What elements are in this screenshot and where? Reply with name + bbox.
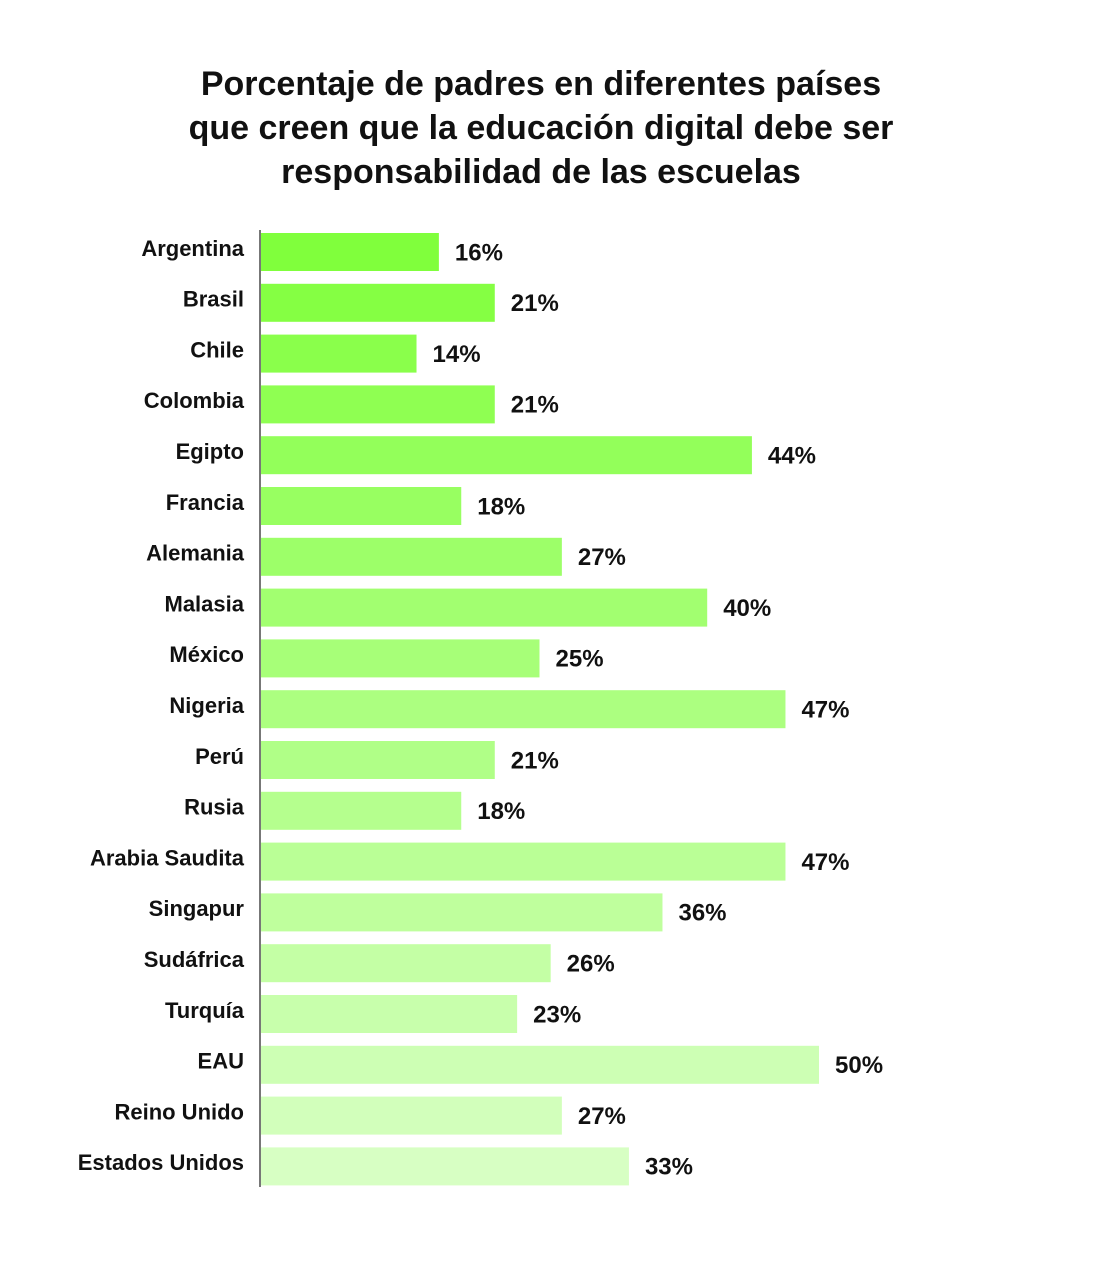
value-label: 23% [533, 1001, 581, 1028]
value-label: 21% [511, 290, 559, 317]
value-label: 18% [477, 493, 525, 520]
value-label: 18% [477, 798, 525, 825]
value-label: 47% [801, 849, 849, 876]
value-label: 40% [723, 595, 771, 622]
category-label: Turquía [165, 998, 245, 1023]
bar [260, 741, 495, 779]
value-label: 21% [511, 747, 559, 774]
value-label: 27% [578, 544, 626, 571]
chart-title: que creen que la educación digital debe … [189, 109, 894, 147]
bar [260, 233, 439, 271]
category-label: Colombia [144, 388, 245, 413]
value-label: 44% [768, 443, 816, 470]
category-label: Rusia [184, 795, 245, 820]
category-label: Brasil [183, 287, 244, 312]
value-label: 25% [556, 646, 604, 673]
value-label: 16% [455, 239, 503, 266]
category-label: Malasia [165, 591, 245, 616]
bar [260, 436, 752, 475]
bar [260, 537, 562, 576]
category-label: Chile [190, 337, 244, 362]
category-label: Reino Unido [114, 1099, 244, 1124]
bar [260, 791, 462, 830]
category-label: Egipto [176, 439, 244, 464]
value-label: 50% [835, 1052, 883, 1079]
bar [260, 842, 786, 881]
value-label: 36% [678, 900, 726, 927]
category-label: EAU [198, 1049, 244, 1074]
bar [260, 1045, 819, 1084]
bar [260, 588, 708, 627]
value-label: 21% [511, 392, 559, 419]
bar [260, 893, 663, 932]
category-label: Sudáfrica [144, 947, 245, 972]
bar [260, 639, 540, 678]
value-label: 27% [578, 1103, 626, 1130]
bar [260, 283, 495, 322]
chart-title: Porcentaje de padres en diferentes paíse… [201, 65, 881, 103]
value-label: 26% [567, 951, 615, 978]
bar [260, 690, 786, 729]
category-label: Arabia Saudita [90, 845, 245, 870]
bar [260, 995, 518, 1033]
category-label: Nigeria [169, 693, 244, 718]
category-label: Perú [195, 744, 244, 769]
value-label: 47% [801, 697, 849, 724]
bar [260, 334, 417, 373]
bar [260, 944, 551, 983]
category-label: México [169, 642, 244, 667]
category-label: Alemania [146, 541, 245, 566]
chart-title: responsabilidad de las escuelas [281, 153, 801, 191]
category-label: Singapur [149, 896, 245, 921]
category-label: Estados Unidos [78, 1150, 244, 1175]
category-label: Argentina [141, 236, 244, 261]
bar [260, 1147, 629, 1186]
bar [260, 385, 495, 424]
value-label: 14% [433, 341, 481, 368]
bar [260, 1096, 562, 1135]
category-label: Francia [166, 490, 245, 515]
bar [260, 487, 462, 525]
value-label: 33% [645, 1154, 693, 1181]
